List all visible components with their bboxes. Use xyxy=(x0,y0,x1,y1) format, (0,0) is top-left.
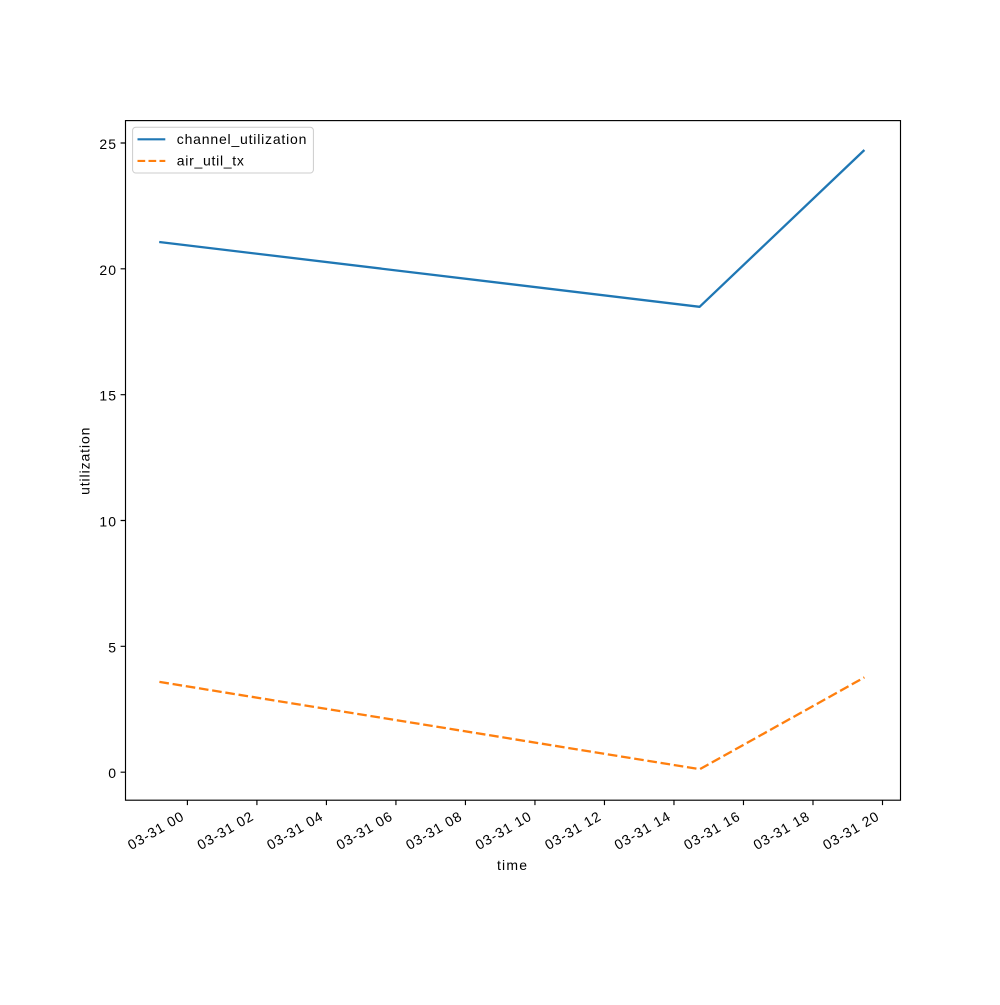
svg-text:15: 15 xyxy=(99,388,117,404)
svg-text:25: 25 xyxy=(99,136,117,152)
svg-text:time: time xyxy=(497,857,528,873)
svg-text:20: 20 xyxy=(99,262,117,278)
svg-text:0: 0 xyxy=(108,765,117,781)
svg-text:channel_utilization: channel_utilization xyxy=(177,131,307,147)
svg-text:utilization: utilization xyxy=(77,427,93,495)
svg-text:5: 5 xyxy=(108,639,117,655)
svg-text:10: 10 xyxy=(99,513,117,529)
svg-text:air_util_tx: air_util_tx xyxy=(177,152,245,168)
